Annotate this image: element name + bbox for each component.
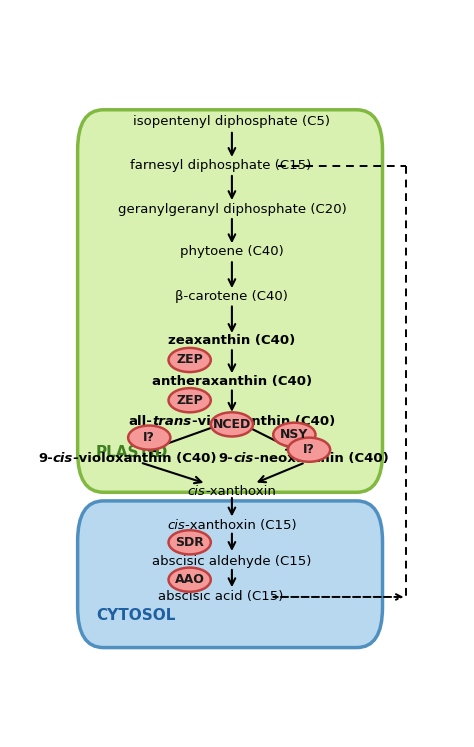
Text: cis: cis [233, 453, 254, 465]
Text: ZEP: ZEP [176, 353, 203, 367]
Text: 9-: 9- [38, 453, 53, 465]
Text: cis: cis [188, 485, 205, 498]
Ellipse shape [169, 530, 211, 554]
Ellipse shape [211, 412, 253, 436]
Text: abscisic aldehyde (C15): abscisic aldehyde (C15) [152, 555, 311, 568]
Text: AAO: AAO [175, 573, 205, 586]
Ellipse shape [288, 438, 330, 462]
Text: zeaxanthin (C40): zeaxanthin (C40) [168, 335, 295, 347]
Text: -violoxanthin (C40): -violoxanthin (C40) [73, 453, 217, 465]
Ellipse shape [128, 426, 170, 450]
Text: NCED: NCED [213, 418, 251, 431]
Text: ZEP: ZEP [176, 394, 203, 407]
Text: CYTOSOL: CYTOSOL [96, 609, 175, 624]
Text: NSY: NSY [280, 428, 309, 441]
Text: all-: all- [129, 415, 153, 428]
Text: PLASTID: PLASTID [96, 444, 168, 459]
Text: SDR: SDR [175, 536, 204, 549]
Text: -xanthoxin: -xanthoxin [205, 485, 276, 498]
Text: -violaxanthin (C40): -violaxanthin (C40) [192, 415, 335, 428]
Text: cis: cis [53, 453, 73, 465]
Text: phytoene (C40): phytoene (C40) [180, 245, 284, 258]
Ellipse shape [169, 568, 211, 592]
Text: I?: I? [143, 431, 155, 444]
Text: -neoxanthin (C40): -neoxanthin (C40) [254, 453, 388, 465]
Text: I?: I? [303, 443, 315, 456]
Text: isopentenyl diphosphate (C5): isopentenyl diphosphate (C5) [133, 115, 330, 128]
FancyBboxPatch shape [78, 110, 383, 492]
Text: 9-: 9- [219, 453, 233, 465]
Text: antheraxanthin (C40): antheraxanthin (C40) [152, 375, 312, 388]
Ellipse shape [169, 348, 211, 372]
Text: trans: trans [153, 415, 192, 428]
Ellipse shape [169, 388, 211, 412]
Text: -xanthoxin (C15): -xanthoxin (C15) [185, 519, 296, 532]
FancyBboxPatch shape [78, 501, 383, 648]
Text: geranylgeranyl diphosphate (C20): geranylgeranyl diphosphate (C20) [118, 202, 346, 216]
Text: β-carotene (C40): β-carotene (C40) [175, 290, 288, 303]
Text: farnesyl diphosphate (C15): farnesyl diphosphate (C15) [130, 159, 311, 172]
Ellipse shape [273, 423, 316, 447]
Text: abscisic acid (C15): abscisic acid (C15) [158, 590, 283, 604]
Text: cis: cis [167, 519, 185, 532]
